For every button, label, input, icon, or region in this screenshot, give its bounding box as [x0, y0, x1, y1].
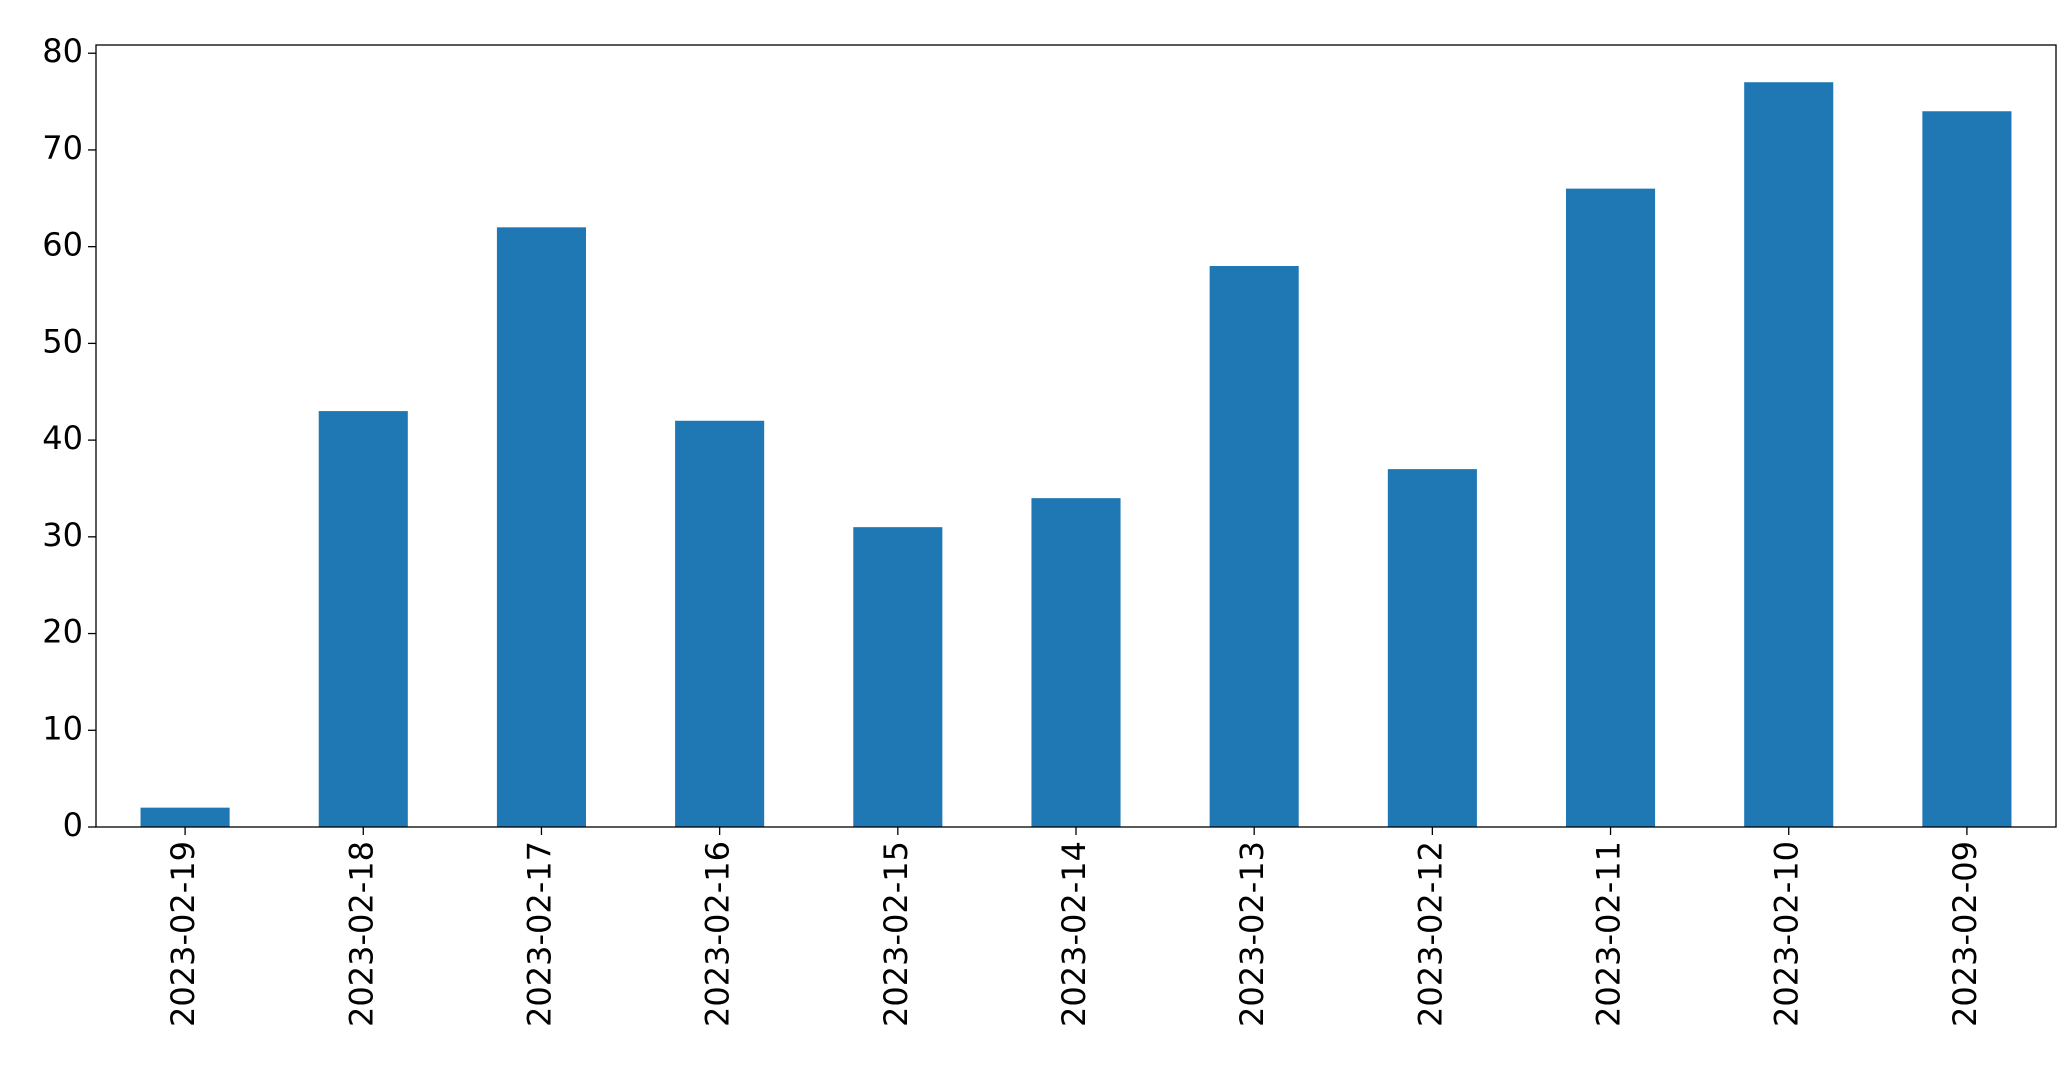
- y-tick-label: 50: [42, 322, 83, 360]
- x-tick-label: 2023-02-10: [1768, 841, 1806, 1027]
- y-tick-label: 30: [42, 516, 83, 554]
- x-tick-label: 2023-02-15: [877, 841, 915, 1027]
- y-tick-label: 80: [42, 32, 83, 70]
- bar: [1387, 469, 1477, 827]
- bar: [853, 527, 943, 827]
- plot-frame: [95, 44, 2057, 828]
- bar: [1922, 111, 2012, 828]
- y-tick-label: 60: [42, 226, 83, 264]
- bar: [1209, 266, 1299, 827]
- bar: [1031, 498, 1121, 827]
- x-tick-label: 2023-02-18: [342, 841, 380, 1027]
- x-tick-label: 2023-02-09: [1946, 841, 1984, 1027]
- x-tick-label: 2023-02-19: [164, 841, 202, 1027]
- x-tick-label: 2023-02-11: [1590, 841, 1628, 1027]
- x-tick-label: 2023-02-16: [699, 841, 737, 1027]
- y-tick-label: 40: [42, 419, 83, 457]
- bar: [318, 411, 408, 827]
- x-tick-label: 2023-02-14: [1055, 841, 1093, 1027]
- y-tick-label: 70: [42, 129, 83, 167]
- y-tick-label: 20: [42, 613, 83, 651]
- x-tick-label: 2023-02-13: [1233, 841, 1271, 1027]
- x-tick-label: 2023-02-17: [520, 841, 558, 1027]
- bar: [675, 420, 765, 827]
- bar: [140, 807, 230, 827]
- bar: [1566, 188, 1656, 827]
- y-tick-label: 10: [42, 709, 83, 747]
- bar: [496, 227, 586, 827]
- y-tick-label: 0: [63, 806, 83, 844]
- x-tick-label: 2023-02-12: [1411, 841, 1449, 1027]
- bar: [1744, 82, 1834, 827]
